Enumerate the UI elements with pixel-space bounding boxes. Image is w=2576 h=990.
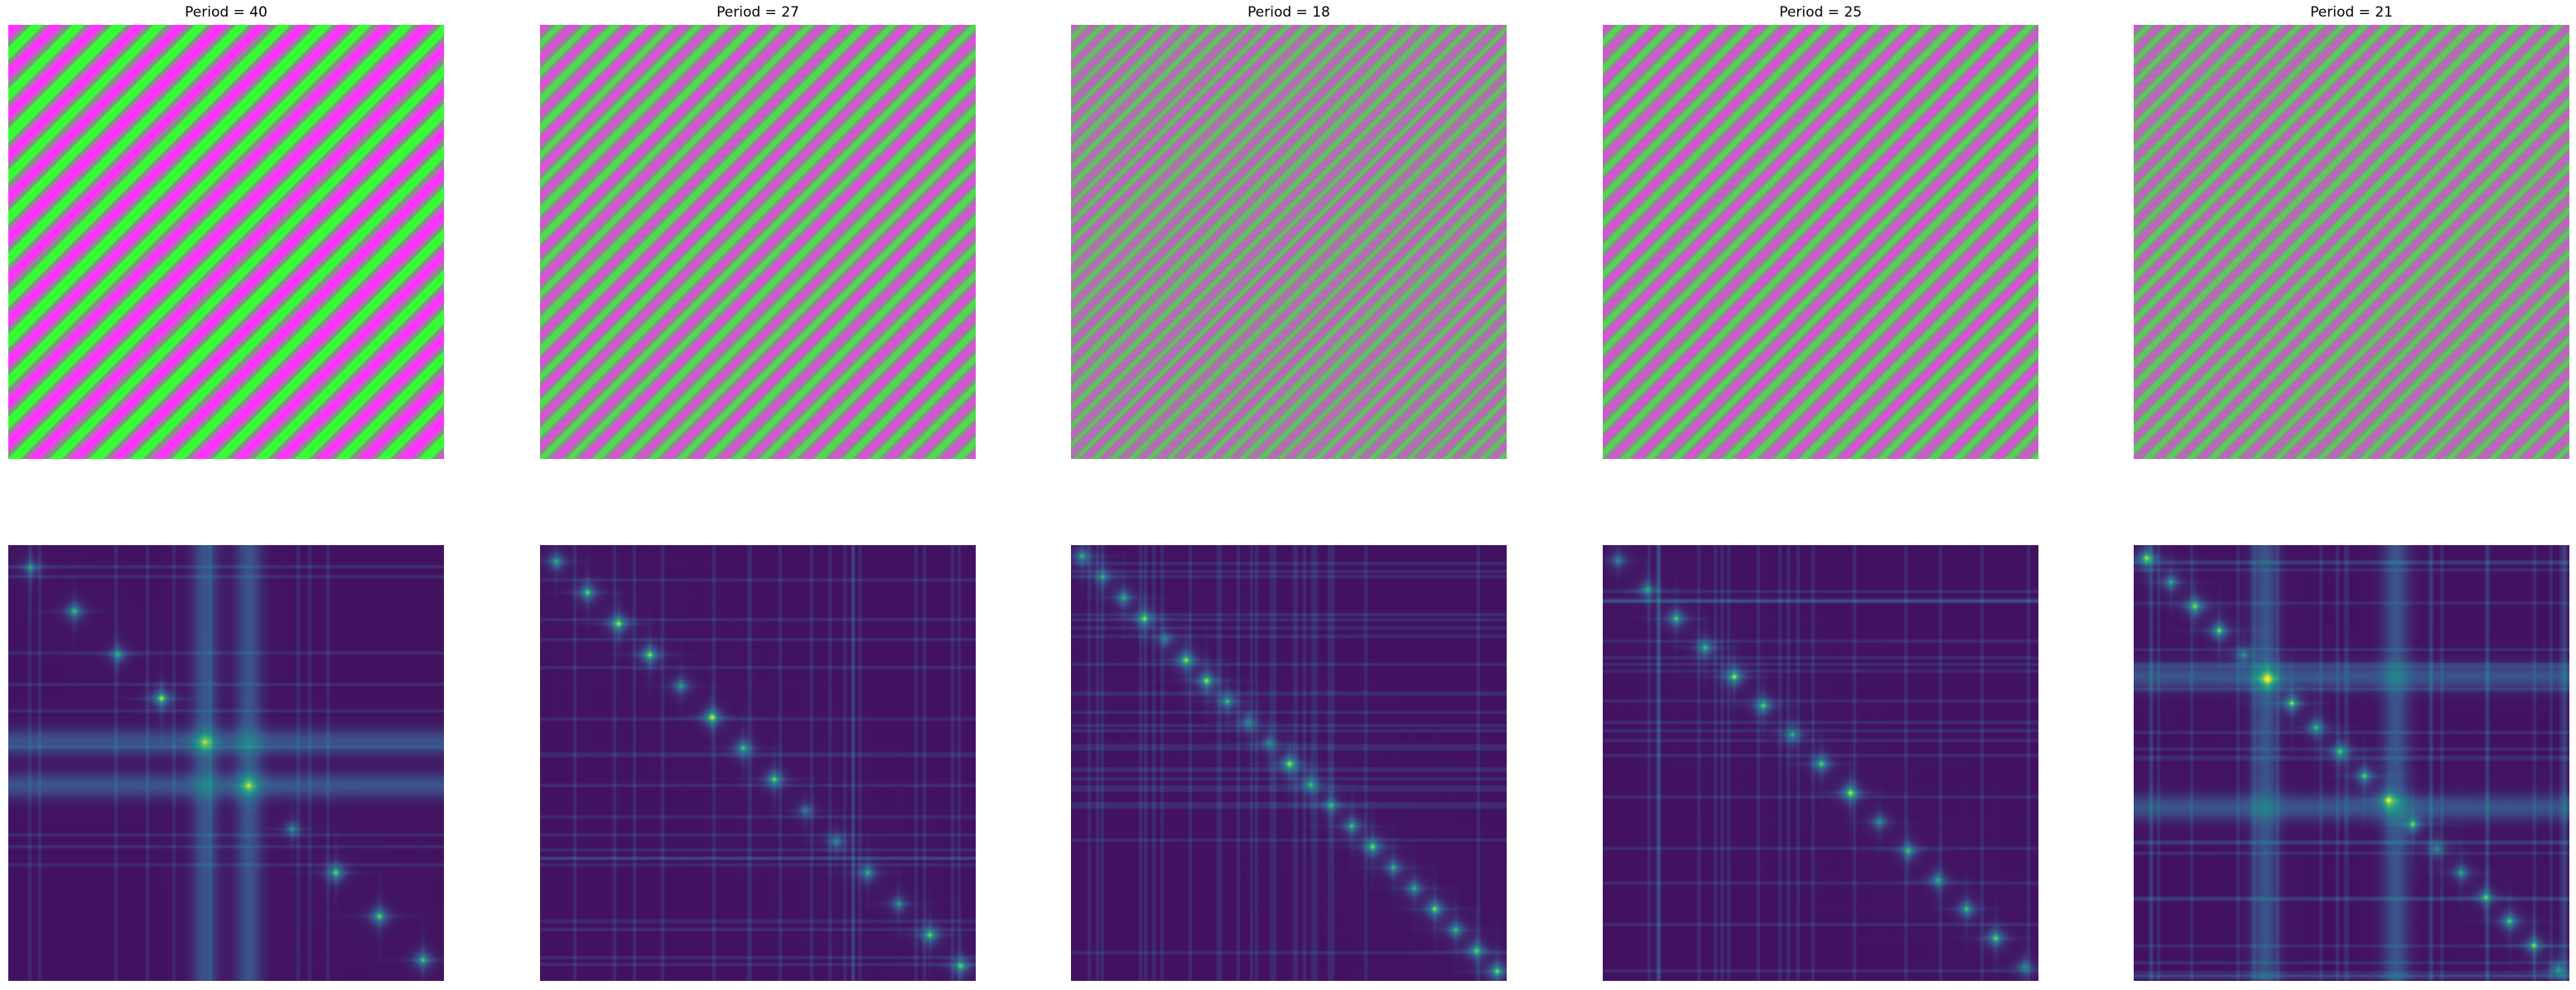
panel-title-3: Period = 18 xyxy=(1247,4,1330,21)
panel-title-1: Period = 40 xyxy=(185,4,268,21)
panel-title-4: Period = 25 xyxy=(1779,4,1862,21)
similarity-heatmap-5 xyxy=(2134,545,2569,981)
panel-title-2: Period = 27 xyxy=(716,4,799,21)
stripe-pattern-image-4 xyxy=(1603,25,2038,459)
stripe-pattern-image-1 xyxy=(8,25,444,459)
panel-title-5: Period = 21 xyxy=(2310,4,2393,21)
stripe-pattern-image-2 xyxy=(540,25,976,459)
stripe-pattern-image-5 xyxy=(2134,25,2569,459)
similarity-heatmap-3 xyxy=(1071,545,1507,981)
similarity-heatmap-2 xyxy=(540,545,976,981)
stripe-pattern-image-3 xyxy=(1071,25,1507,459)
similarity-heatmap-4 xyxy=(1603,545,2038,981)
similarity-heatmap-1 xyxy=(8,545,444,981)
